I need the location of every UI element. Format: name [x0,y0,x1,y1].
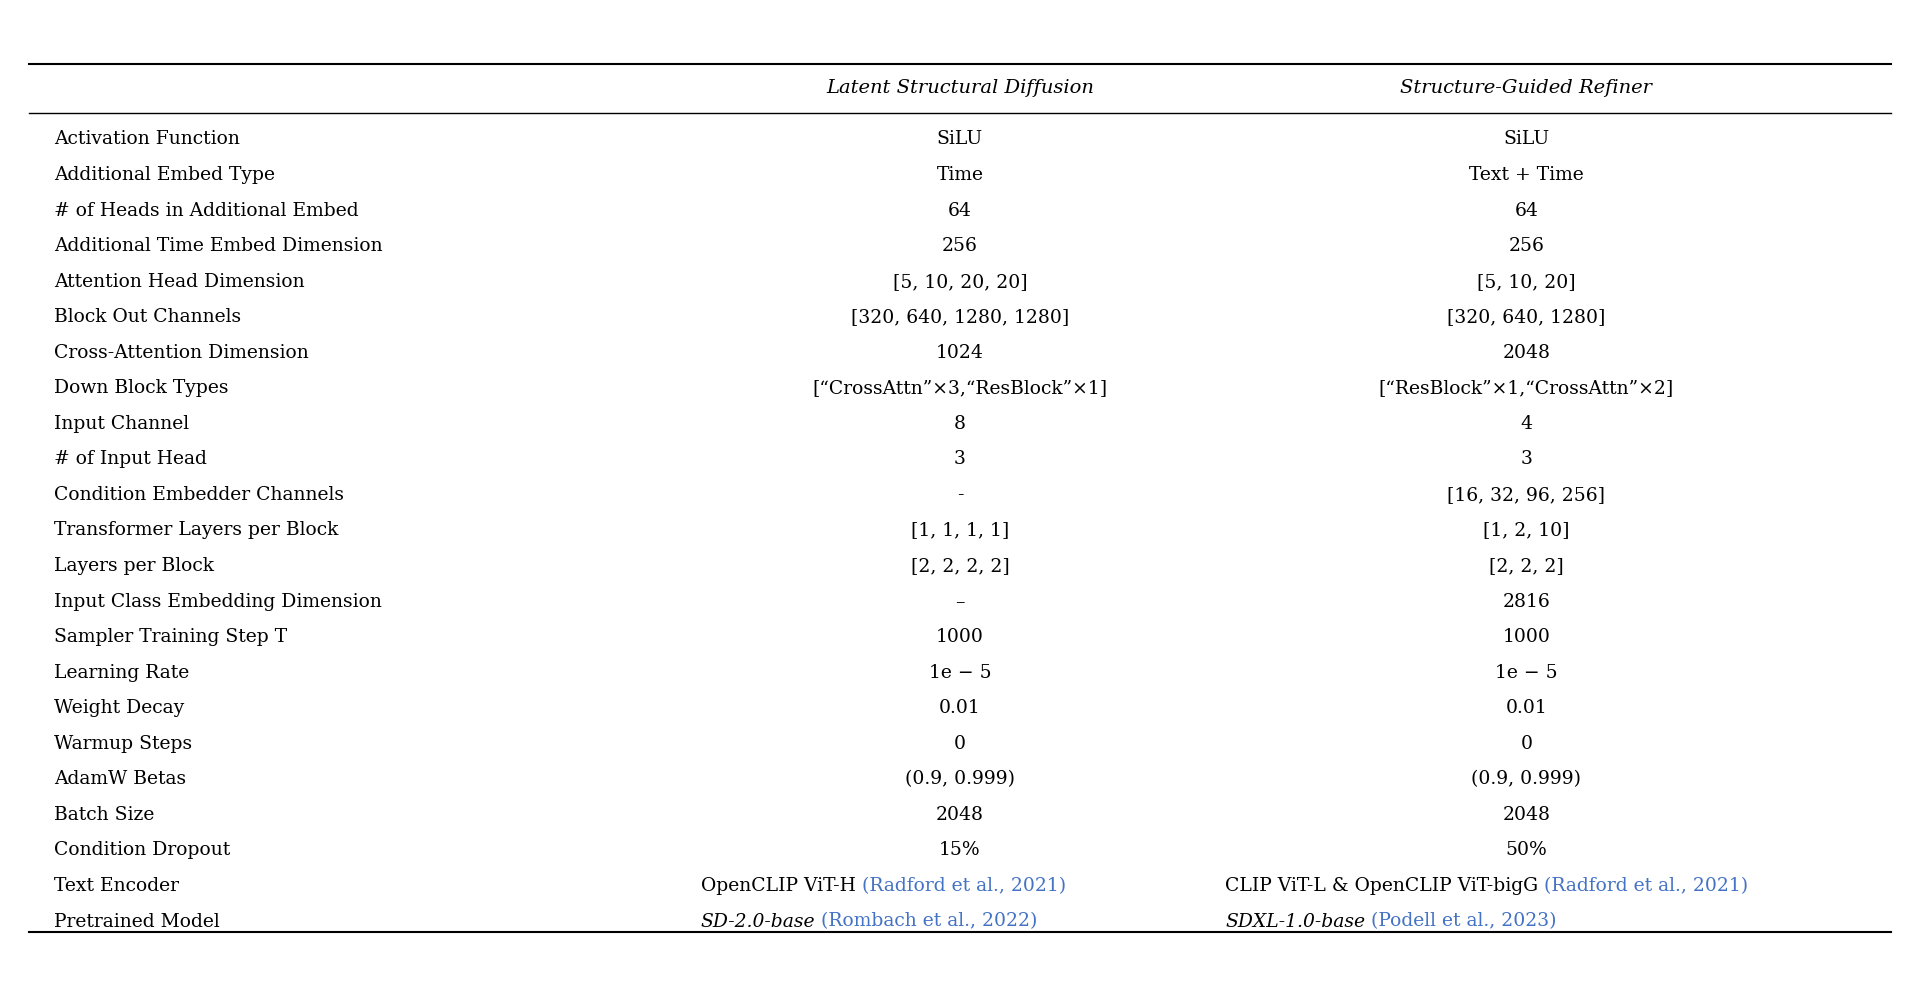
Text: Cross-Attention Dimension: Cross-Attention Dimension [54,344,309,361]
Text: (Radford et al., 2021): (Radford et al., 2021) [862,877,1066,895]
Text: Input Class Embedding Dimension: Input Class Embedding Dimension [54,592,382,611]
Text: 0: 0 [1521,735,1532,753]
Text: Additional Embed Type: Additional Embed Type [54,166,275,184]
Text: SDXL-1.0-base: SDXL-1.0-base [1225,912,1365,931]
Text: Input Channel: Input Channel [54,414,188,433]
Text: Learning Rate: Learning Rate [54,664,188,682]
Text: –: – [956,592,964,611]
Text: Text Encoder: Text Encoder [54,877,179,895]
Text: Batch Size: Batch Size [54,806,154,824]
Text: # of Input Head: # of Input Head [54,451,207,468]
Text: Latent Structural Diffusion: Latent Structural Diffusion [826,80,1094,97]
Text: 15%: 15% [939,842,981,859]
Text: # of Heads in Additional Embed: # of Heads in Additional Embed [54,201,359,220]
Text: Weight Decay: Weight Decay [54,699,184,717]
Text: Text + Time: Text + Time [1469,166,1584,184]
Text: Pretrained Model: Pretrained Model [54,912,219,931]
Text: 0.01: 0.01 [1505,699,1548,717]
Text: 3: 3 [954,451,966,468]
Text: Attention Head Dimension: Attention Head Dimension [54,273,305,291]
Text: (0.9, 0.999): (0.9, 0.999) [1471,770,1582,789]
Text: SD-2.0-base: SD-2.0-base [701,912,816,931]
Text: Sampler Training Step Τ: Sampler Training Step Τ [54,628,286,646]
Text: [2, 2, 2]: [2, 2, 2] [1490,557,1563,575]
Text: (0.9, 0.999): (0.9, 0.999) [904,770,1016,789]
Text: 1e − 5: 1e − 5 [929,664,991,682]
Text: 256: 256 [943,237,977,255]
Text: [“ResBlock”×1,“CrossAttn”×2]: [“ResBlock”×1,“CrossAttn”×2] [1379,379,1674,398]
Text: 1000: 1000 [1503,628,1549,646]
Text: SiLU: SiLU [1503,131,1549,148]
Text: 64: 64 [1515,201,1538,220]
Text: SiLU: SiLU [937,131,983,148]
Text: CLIP ViT-L & OpenCLIP ViT-bigG: CLIP ViT-L & OpenCLIP ViT-bigG [1225,877,1544,895]
Text: Condition Embedder Channels: Condition Embedder Channels [54,486,344,504]
Text: OpenCLIP ViT-H: OpenCLIP ViT-H [701,877,862,895]
Text: [320, 640, 1280, 1280]: [320, 640, 1280, 1280] [851,308,1069,326]
Text: Block Out Channels: Block Out Channels [54,308,240,326]
Text: Transformer Layers per Block: Transformer Layers per Block [54,521,338,539]
Text: (Rombach et al., 2022): (Rombach et al., 2022) [816,912,1039,931]
Text: Structure-Guided Refiner: Structure-Guided Refiner [1400,80,1653,97]
Text: [5, 10, 20, 20]: [5, 10, 20, 20] [893,273,1027,291]
Text: [1, 2, 10]: [1, 2, 10] [1482,521,1571,539]
Text: Warmup Steps: Warmup Steps [54,735,192,753]
Text: 1000: 1000 [937,628,983,646]
Text: [16, 32, 96, 256]: [16, 32, 96, 256] [1448,486,1605,504]
Text: 50%: 50% [1505,842,1548,859]
Text: (Radford et al., 2021): (Radford et al., 2021) [1544,877,1749,895]
Text: 256: 256 [1509,237,1544,255]
Text: Down Block Types: Down Block Types [54,379,228,398]
Text: 0.01: 0.01 [939,699,981,717]
Text: Activation Function: Activation Function [54,131,240,148]
Text: [5, 10, 20]: [5, 10, 20] [1476,273,1576,291]
Text: [2, 2, 2, 2]: [2, 2, 2, 2] [910,557,1010,575]
Text: 0: 0 [954,735,966,753]
Text: 1e − 5: 1e − 5 [1496,664,1557,682]
Text: 2048: 2048 [937,806,983,824]
Text: 1024: 1024 [937,344,983,361]
Text: AdamW Betas: AdamW Betas [54,770,186,789]
Text: -: - [956,486,964,504]
Text: 2816: 2816 [1503,592,1549,611]
Text: Additional Time Embed Dimension: Additional Time Embed Dimension [54,237,382,255]
Text: [320, 640, 1280]: [320, 640, 1280] [1448,308,1605,326]
Text: 3: 3 [1521,451,1532,468]
Text: 64: 64 [948,201,972,220]
Text: Layers per Block: Layers per Block [54,557,213,575]
Text: [“CrossAttn”×3,“ResBlock”×1]: [“CrossAttn”×3,“ResBlock”×1] [812,379,1108,398]
Text: Time: Time [937,166,983,184]
Text: 2048: 2048 [1503,806,1551,824]
Text: (Podell et al., 2023): (Podell et al., 2023) [1365,912,1557,931]
Text: 8: 8 [954,414,966,433]
Text: [1, 1, 1, 1]: [1, 1, 1, 1] [910,521,1010,539]
Text: 2048: 2048 [1503,344,1551,361]
Text: Condition Dropout: Condition Dropout [54,842,230,859]
Text: 4: 4 [1521,414,1532,433]
